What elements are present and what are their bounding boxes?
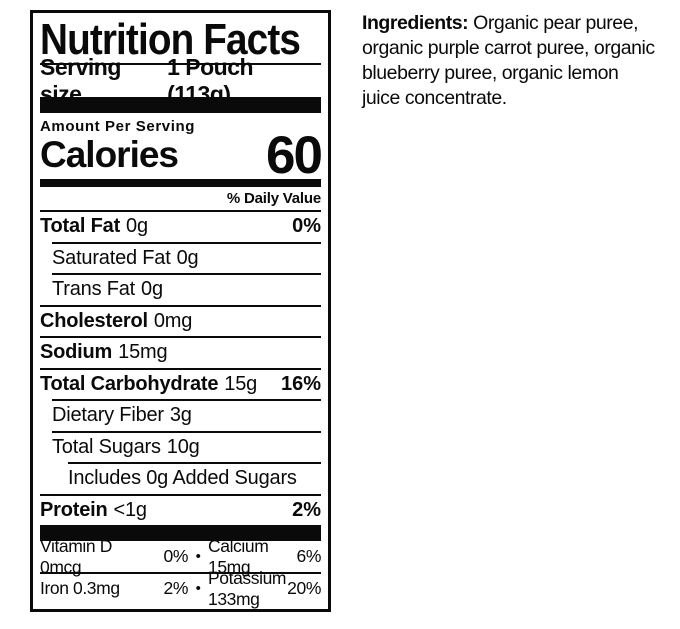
nutrient-name: Saturated Fat (52, 246, 171, 269)
thick-divider-bottom (40, 525, 321, 541)
nutrient-name: Sodium (40, 341, 113, 364)
nutrient-row-sodium: Sodium 15mg (40, 336, 321, 368)
bullet-separator-icon: • (195, 580, 201, 597)
nutrient-row-total-sugars: Total Sugars 10g (52, 430, 321, 463)
micronutrient-left-dv: 2% (163, 578, 189, 598)
nutrient-row-protein: Protein <1g 2% (40, 493, 321, 526)
micronutrient-right-name: Calcium 15mg (208, 535, 269, 577)
nutrient-row-total-fat: Total Fat 0g 0% (40, 210, 321, 242)
nutrient-amount: 0g (141, 278, 163, 301)
nutrition-facts-panel: Nutrition Facts Serving size 1 Pouch (11… (30, 10, 331, 612)
nutrient-daily-value: 16% (280, 372, 321, 395)
nutrient-amount: 15g (224, 372, 258, 395)
calories-block: Amount Per Serving Calories 60 (40, 113, 323, 185)
nutrient-name: Total Carbohydrate (40, 372, 219, 395)
ingredients-section: Ingredients: Organic pear puree, organic… (362, 11, 678, 111)
nutrient-daily-value: 2% (292, 498, 321, 521)
title-divider (40, 63, 321, 65)
micronutrient-right-dv: 6% (296, 546, 322, 566)
nutrient-row-saturated-fat: Saturated Fat 0g (52, 241, 321, 274)
nutrient-amount: 3g (169, 404, 192, 427)
micronutrient-row-iron-potassium: Iron 0.3mg 2% • Potassium 133mg 20% (40, 568, 321, 609)
micronutrient-left-dv: 0% (163, 546, 189, 566)
nutrient-name: Dietary Fiber (52, 404, 164, 427)
nutrient-name: Total Fat (40, 215, 121, 238)
micronutrient-right-name: Potassium 133mg (208, 567, 287, 609)
nutrient-amount: 10g (166, 435, 200, 458)
nutrient-row-dietary-fiber: Dietary Fiber 3g (52, 399, 321, 431)
micronutrient-left-name: Iron 0.3mg (40, 578, 120, 598)
nutrient-name: Protein (40, 498, 108, 521)
nutrition-facts-title: Nutrition Facts (40, 17, 321, 63)
bullet-separator-icon: • (195, 548, 201, 565)
micronutrient-right-dv: 20% (287, 578, 321, 598)
nutrient-amount: 0g (126, 215, 148, 238)
ingredients-paragraph: Ingredients: Organic pear puree, organic… (362, 11, 678, 111)
amount-per-serving-label: Amount Per Serving (40, 118, 195, 135)
thick-divider-top (40, 97, 321, 113)
nutrient-amount: <1g (113, 498, 148, 521)
nutrient-row-total-carbohydrate: Total Carbohydrate 15g 16% (40, 367, 321, 400)
serving-size-row: Serving size 1 Pouch (113g) (40, 54, 321, 107)
nutrient-row-added-sugars: Includes 0g Added Sugars (68, 462, 321, 494)
nutrient-name: Total Sugars (52, 435, 161, 458)
nutrient-row-trans-fat: Trans Fat 0g (52, 273, 321, 305)
nutrient-name: Includes 0g Added Sugars (68, 467, 297, 490)
nutrient-name: Cholesterol (40, 309, 148, 332)
nutrient-row-cholesterol: Cholesterol 0mg (40, 304, 321, 337)
calories-value: 60 (266, 125, 323, 185)
nutrient-amount: 0g (176, 246, 199, 269)
micronutrient-left-name: Vitamin D 0mcg (40, 535, 112, 577)
nutrition-facts-title-text: Nutrition Facts (40, 15, 301, 64)
nutrient-amount: 0mg (153, 309, 193, 332)
calories-label: Calories (40, 134, 179, 176)
nutrient-amount: 15mg (118, 341, 168, 364)
ingredients-heading: Ingredients: (362, 12, 469, 34)
nutrient-daily-value: 0% (292, 215, 321, 238)
ingredients-text: Organic pear puree, organic purple carro… (362, 12, 655, 109)
daily-value-header: % Daily Value (226, 190, 321, 207)
nutrient-name: Trans Fat (52, 278, 136, 301)
medium-divider (40, 179, 321, 187)
micronutrient-row-vitamin-d-calcium: Vitamin D 0mcg 0% • Calcium 15mg 6% (40, 536, 322, 577)
